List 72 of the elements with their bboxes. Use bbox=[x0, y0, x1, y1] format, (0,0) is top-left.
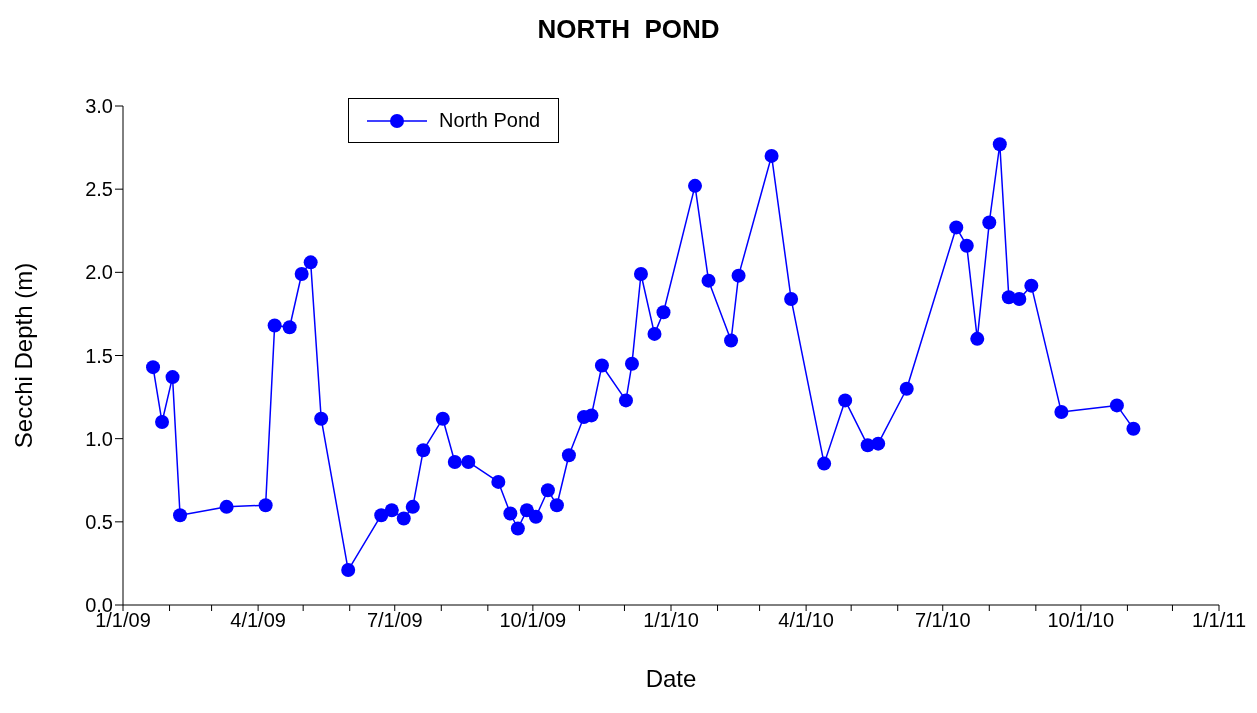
point bbox=[624, 356, 639, 371]
point bbox=[724, 333, 739, 348]
point bbox=[303, 255, 318, 270]
point bbox=[435, 411, 450, 426]
point bbox=[374, 508, 389, 523]
point bbox=[899, 381, 914, 396]
point bbox=[491, 474, 506, 489]
point bbox=[258, 498, 273, 513]
point bbox=[618, 393, 633, 408]
x-tick-label: 4/1/10 bbox=[778, 609, 834, 632]
x-axis-title: Date bbox=[645, 665, 697, 692]
x-tick-label: 7/1/09 bbox=[366, 609, 423, 632]
point bbox=[959, 238, 974, 253]
x-tick-label: 10/1/10 bbox=[1047, 609, 1115, 632]
point bbox=[701, 273, 716, 288]
point bbox=[146, 360, 161, 375]
point bbox=[731, 268, 746, 283]
point bbox=[633, 267, 648, 281]
point bbox=[341, 563, 356, 578]
point bbox=[1012, 291, 1027, 306]
point bbox=[219, 499, 234, 514]
y-tick-label: 1.5 bbox=[85, 344, 113, 367]
point bbox=[817, 456, 832, 471]
point bbox=[461, 454, 476, 469]
legend-label: North Pond bbox=[439, 109, 541, 132]
point bbox=[503, 506, 518, 521]
point bbox=[314, 411, 329, 426]
y-tick-label: 1.0 bbox=[85, 427, 113, 450]
point bbox=[155, 415, 170, 430]
y-tick-label: 0.5 bbox=[85, 510, 113, 533]
point bbox=[294, 267, 309, 281]
point bbox=[656, 305, 671, 320]
y-tick-label: 2.0 bbox=[85, 261, 113, 284]
point bbox=[416, 443, 431, 458]
point bbox=[549, 498, 564, 513]
point bbox=[384, 503, 399, 518]
point bbox=[540, 483, 555, 498]
y-axis-title: Secchi Depth (m) bbox=[9, 262, 37, 449]
y-tick-label: 2.5 bbox=[85, 178, 113, 201]
point bbox=[647, 326, 662, 341]
y-tick-label: 3.0 bbox=[85, 95, 113, 118]
point bbox=[528, 509, 543, 524]
point bbox=[992, 137, 1007, 152]
point bbox=[949, 220, 964, 235]
point bbox=[561, 448, 576, 463]
x-tick-label: 7/1/10 bbox=[914, 609, 971, 632]
point bbox=[267, 318, 282, 333]
x-tick-label: 10/1/09 bbox=[499, 609, 567, 632]
point bbox=[165, 370, 180, 385]
point bbox=[173, 508, 188, 523]
point bbox=[871, 436, 886, 451]
x-tick-label: 4/1/09 bbox=[230, 609, 286, 632]
point bbox=[764, 148, 779, 163]
point bbox=[970, 331, 985, 346]
point bbox=[1126, 421, 1141, 436]
point bbox=[510, 521, 525, 536]
x-tick-label: 1/1/11 bbox=[1191, 609, 1247, 632]
point bbox=[405, 499, 420, 514]
point bbox=[1109, 398, 1124, 413]
point bbox=[982, 215, 997, 230]
point bbox=[1024, 278, 1039, 293]
point bbox=[584, 408, 599, 423]
x-tick-label: 1/1/10 bbox=[643, 609, 699, 632]
point bbox=[447, 454, 462, 469]
point bbox=[784, 291, 799, 306]
point bbox=[594, 358, 609, 373]
point bbox=[688, 178, 703, 193]
chart-title: NORTH POND bbox=[536, 14, 721, 45]
point bbox=[838, 393, 853, 408]
point bbox=[396, 511, 411, 526]
point bbox=[1054, 405, 1069, 420]
point bbox=[282, 320, 297, 335]
